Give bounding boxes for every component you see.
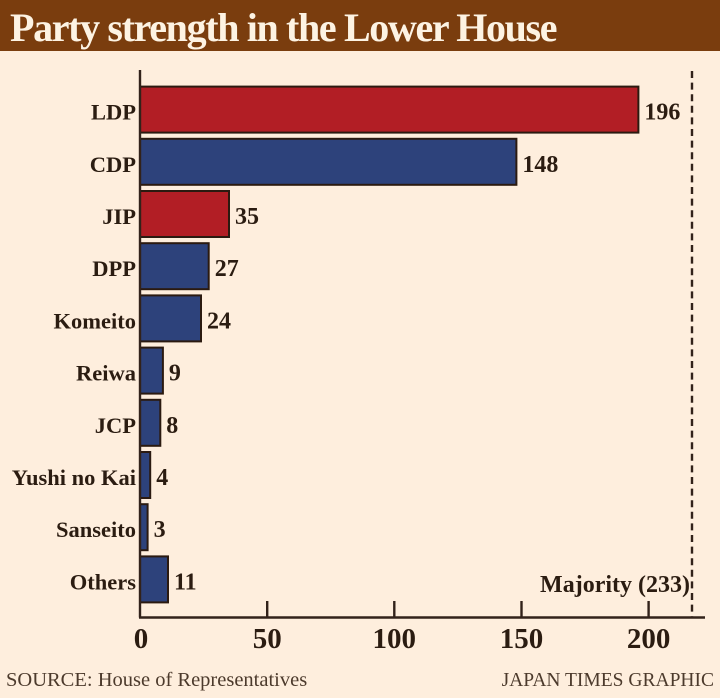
svg-text:Majority (233): Majority (233) xyxy=(540,572,690,598)
svg-text:50: 50 xyxy=(253,623,282,655)
svg-text:DPP: DPP xyxy=(92,256,136,281)
svg-text:148: 148 xyxy=(522,152,558,178)
svg-text:11: 11 xyxy=(174,569,197,595)
svg-text:Komeito: Komeito xyxy=(54,308,136,333)
svg-text:9: 9 xyxy=(169,361,181,387)
svg-text:3: 3 xyxy=(154,517,166,543)
svg-text:Others: Others xyxy=(70,569,136,594)
svg-text:JCP: JCP xyxy=(95,413,136,438)
svg-text:8: 8 xyxy=(166,413,178,439)
svg-text:27: 27 xyxy=(215,256,239,282)
svg-text:24: 24 xyxy=(207,308,231,334)
svg-text:200: 200 xyxy=(627,623,671,655)
svg-text:100: 100 xyxy=(373,623,417,655)
svg-text:CDP: CDP xyxy=(90,152,136,177)
svg-text:196: 196 xyxy=(644,100,680,126)
svg-text:Reiwa: Reiwa xyxy=(76,361,136,386)
svg-text:LDP: LDP xyxy=(91,100,136,125)
svg-text:4: 4 xyxy=(156,465,168,491)
svg-text:Sanseito: Sanseito xyxy=(56,517,136,542)
svg-text:Yushi no Kai: Yushi no Kai xyxy=(12,465,136,490)
svg-text:JIP: JIP xyxy=(102,204,136,229)
svg-text:150: 150 xyxy=(500,623,544,655)
svg-text:0: 0 xyxy=(134,623,149,655)
svg-text:35: 35 xyxy=(235,204,259,230)
